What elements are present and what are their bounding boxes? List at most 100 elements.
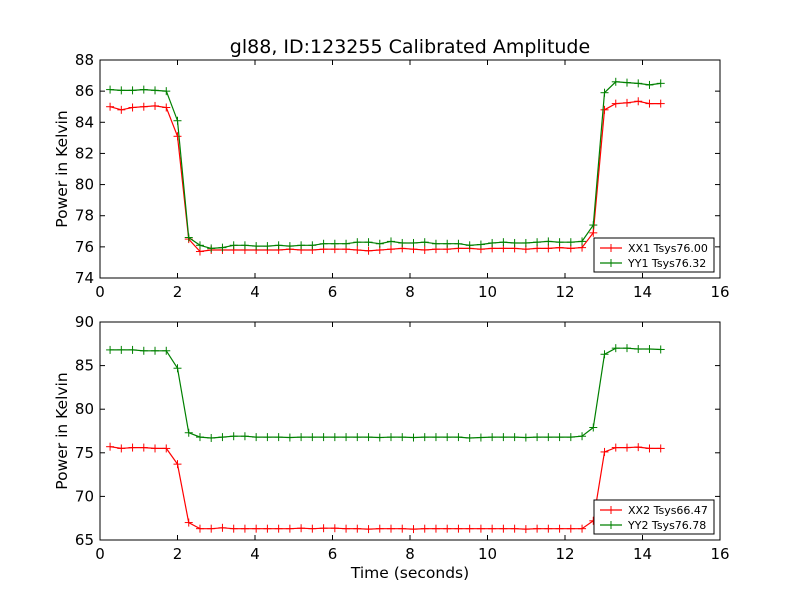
data-point	[106, 102, 115, 111]
data-point	[252, 524, 261, 533]
data-point	[240, 524, 249, 533]
data-point	[162, 87, 171, 96]
x-tick-label: 8	[405, 283, 415, 301]
data-point	[533, 238, 542, 247]
data-point	[623, 443, 631, 452]
data-point	[195, 524, 204, 533]
series-line	[110, 347, 661, 439]
x-tick-label: 16	[710, 283, 729, 301]
data-point	[229, 241, 238, 250]
data-point	[634, 443, 643, 452]
data-point	[263, 242, 272, 251]
data-point	[240, 432, 249, 441]
data-point	[128, 443, 137, 452]
data-point	[308, 433, 317, 442]
data-point	[600, 350, 609, 359]
bottom-plot: 0 2 4 6 8 10 12 14 16 65 70 75 80 85 90 Power in Kelvin…	[53, 313, 730, 582]
data-point	[454, 524, 463, 533]
data-point	[510, 524, 519, 533]
y-tick-label: 86	[75, 82, 94, 100]
series-line	[109, 100, 661, 253]
data-point	[566, 524, 575, 533]
data-point	[623, 78, 631, 87]
x-tick-label: 6	[328, 545, 338, 563]
data-point	[319, 239, 328, 248]
data-point	[409, 525, 418, 534]
data-point	[521, 525, 530, 534]
x-tick-label: 0	[95, 283, 105, 301]
data-point	[544, 237, 553, 246]
plot-frame	[99, 321, 721, 541]
data-point	[139, 443, 148, 452]
y-tick-label: 82	[75, 144, 94, 162]
data-point	[195, 241, 204, 250]
data-point	[634, 97, 643, 106]
data-point	[128, 86, 137, 95]
data-point	[364, 238, 373, 247]
data-point	[207, 244, 216, 253]
y-tick-label: 85	[75, 357, 94, 375]
series-line	[110, 446, 661, 530]
y-tick-label: 65	[75, 531, 94, 549]
data-point	[375, 433, 384, 442]
data-point	[207, 433, 216, 442]
data-point	[533, 433, 542, 442]
data-point	[387, 433, 396, 442]
data-point	[117, 86, 126, 95]
data-point	[285, 242, 294, 251]
data-point	[106, 85, 115, 94]
data-point	[656, 79, 665, 88]
data-point	[533, 524, 542, 533]
data-point	[162, 444, 171, 453]
y-tick-label: 75	[75, 444, 94, 462]
legend: XX2 Tsys66.47 YY2 Tsys76.78	[593, 499, 715, 535]
data-point	[578, 432, 587, 441]
top-plot: 0 2 4 6 8 10 12 14 16 74 76 78 80 82 84 86 88 Power in Ke…	[53, 51, 730, 301]
data-point	[252, 433, 261, 442]
data-point	[162, 103, 171, 112]
data-point	[488, 524, 497, 533]
data-point	[555, 524, 564, 533]
data-point	[645, 345, 654, 354]
data-point	[184, 518, 193, 527]
data-point	[353, 433, 362, 442]
legend-label: YY2 Tsys76.78	[627, 519, 706, 532]
data-point	[297, 241, 306, 250]
data-point	[611, 443, 620, 452]
data-point	[544, 524, 553, 533]
data-point	[173, 460, 182, 469]
data-point	[387, 524, 396, 533]
data-point	[409, 238, 418, 247]
data-point	[151, 444, 160, 453]
data-point	[342, 433, 351, 442]
data-point	[387, 245, 396, 254]
data-point	[431, 524, 440, 533]
data-point	[151, 86, 160, 95]
data-point	[499, 238, 508, 247]
data-point	[375, 239, 384, 248]
data-point	[117, 345, 126, 354]
data-point	[364, 433, 373, 442]
data-point	[555, 433, 564, 442]
y-tick-label: 84	[75, 113, 94, 131]
data-point	[252, 242, 261, 251]
x-tick-label: 14	[633, 545, 652, 563]
data-point	[510, 433, 519, 442]
x-tick-label: 14	[633, 283, 652, 301]
data-point	[555, 238, 564, 247]
data-point	[465, 241, 474, 250]
x-tick-label: 12	[555, 283, 574, 301]
data-point	[319, 524, 328, 533]
data-point	[420, 245, 429, 254]
data-point	[173, 132, 182, 141]
data-point	[409, 433, 418, 442]
y-axis-label: Power in Kelvin	[53, 110, 71, 227]
data-point	[184, 233, 193, 242]
data-point	[308, 241, 317, 250]
data-point	[330, 433, 339, 442]
data-point	[488, 433, 497, 442]
data-point	[443, 433, 452, 442]
data-point	[398, 524, 407, 533]
data-point	[521, 238, 530, 247]
